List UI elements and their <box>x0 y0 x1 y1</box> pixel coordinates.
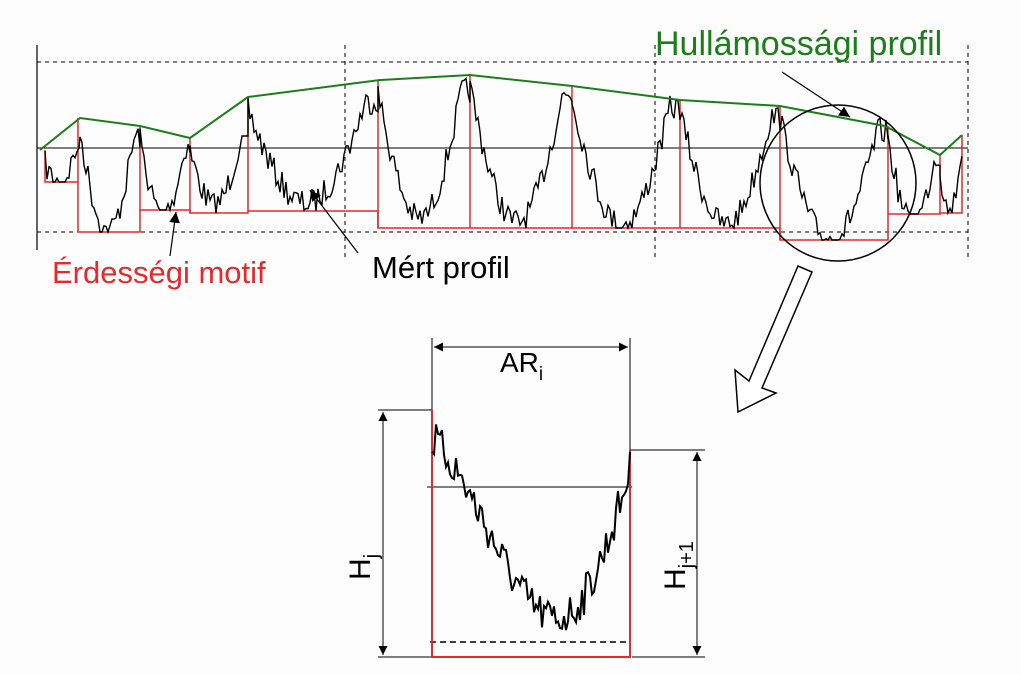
roughness-motifs <box>44 75 963 241</box>
height-right-label: Hj+1 <box>659 541 698 590</box>
leader <box>169 211 180 257</box>
measured-label: Mért profil <box>372 250 510 285</box>
roughness-label: Érdességi motif <box>52 255 266 290</box>
leader <box>309 189 359 254</box>
subscript: i <box>539 364 543 385</box>
zoom-circle <box>759 104 917 262</box>
subscript: j <box>361 554 383 559</box>
detail-motif <box>431 410 631 658</box>
measured-profile <box>44 76 963 241</box>
height-left-label: Hj <box>344 554 383 580</box>
symbol: H <box>659 568 692 590</box>
detail-frame <box>378 338 705 658</box>
detail-profile <box>431 424 631 631</box>
waviness-label: Hullámossági profil <box>655 25 942 63</box>
width-label: ARi <box>500 347 543 385</box>
leader <box>781 71 851 118</box>
waviness-profile <box>39 73 963 157</box>
subscript: j+1 <box>676 541 698 569</box>
zoom-arrow <box>734 265 813 414</box>
symbol: AR <box>500 347 539 378</box>
graph-frame <box>36 45 969 260</box>
symbol: H <box>344 558 377 580</box>
